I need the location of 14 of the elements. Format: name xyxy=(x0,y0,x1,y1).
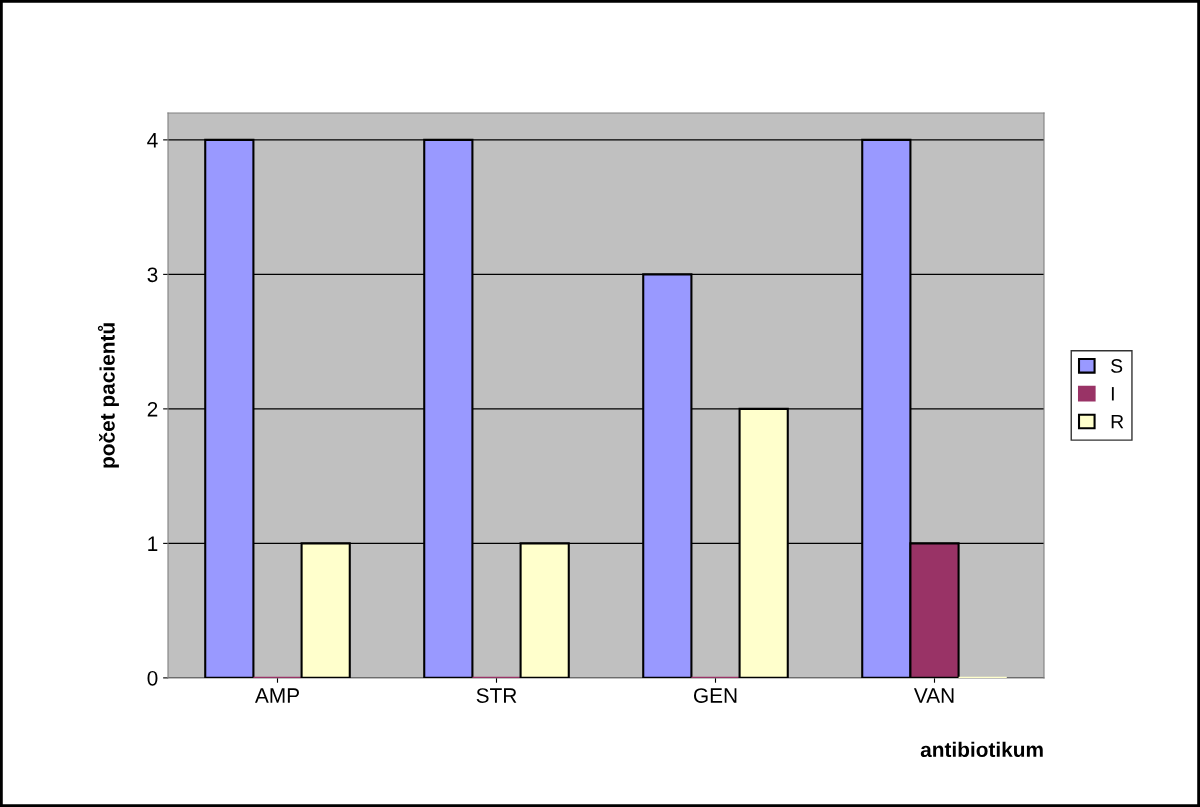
legend-label: R xyxy=(1111,414,1124,429)
y-tick-label: 1 xyxy=(148,536,158,551)
legend-label: I xyxy=(1111,387,1114,401)
x-tick-label: GEN xyxy=(693,688,737,703)
legend-label: S xyxy=(1111,359,1123,373)
y-axis-title: počet pacientů xyxy=(97,323,119,468)
x-tick-label: AMP xyxy=(254,688,299,703)
x-tick-label: STR xyxy=(476,688,517,703)
y-tick-label: 3 xyxy=(147,267,158,283)
x-tick-label: VAN xyxy=(913,688,954,703)
x-axis-title: antibiotikum xyxy=(920,741,1043,758)
y-tick-label: 0 xyxy=(147,670,158,686)
y-tick-label: 4 xyxy=(147,133,158,148)
y-tick-label: 2 xyxy=(147,401,158,417)
